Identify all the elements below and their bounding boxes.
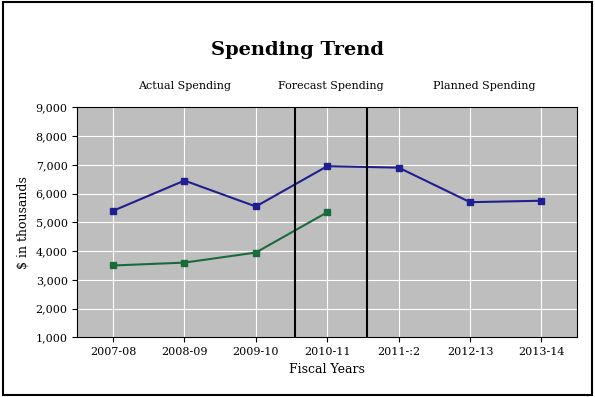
X-axis label: Fiscal Years: Fiscal Years — [289, 363, 365, 376]
Y-axis label: $ in thousands: $ in thousands — [17, 176, 30, 269]
Text: Actual Spending: Actual Spending — [138, 81, 231, 91]
Text: Forecast Spending: Forecast Spending — [278, 81, 384, 91]
Text: Planned Spending: Planned Spending — [433, 81, 536, 91]
Text: Spending Trend: Spending Trend — [211, 41, 384, 59]
